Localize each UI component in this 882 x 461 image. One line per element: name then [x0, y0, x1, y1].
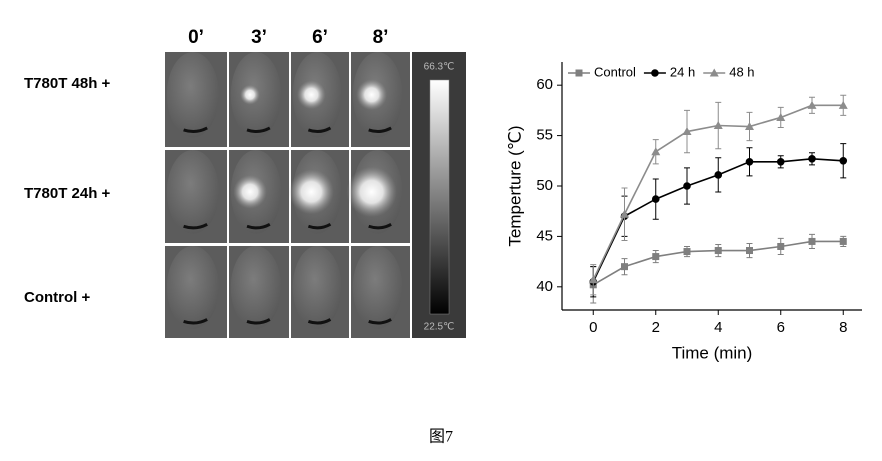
mouse-tail [183, 126, 208, 133]
hot-spot [233, 175, 267, 209]
hot-spot [356, 79, 388, 111]
mouse-tail [307, 222, 332, 230]
marker [808, 154, 816, 163]
hot-spot [288, 169, 334, 215]
legend-label: 48 h [729, 64, 754, 79]
mouse-body [352, 246, 403, 329]
mouse-body [166, 52, 219, 138]
column-header: 8’ [373, 27, 389, 48]
marker [745, 158, 754, 166]
mouse-tail [246, 222, 271, 230]
marker [776, 158, 785, 166]
y-tick-label: 60 [536, 76, 553, 93]
marker [838, 100, 848, 109]
row-label: Control + [24, 289, 90, 306]
marker [709, 68, 719, 77]
hot-spot [240, 84, 260, 105]
mouse-body [292, 246, 342, 329]
column-header: 6’ [312, 27, 328, 48]
marker [682, 127, 692, 136]
marker [588, 275, 598, 284]
marker [683, 248, 691, 256]
line-chart: 40 45 50 55 60 0 2 4 6 8 Time (min) Temperture (℃) C… [505, 62, 862, 362]
colorbar-min: 22.5℃ [424, 322, 455, 333]
mouse-tail [368, 222, 392, 230]
row-label: T780T 48h + [24, 75, 111, 92]
mouse-tail [246, 126, 271, 133]
y-tick-label: 40 [536, 278, 553, 295]
column-header: 0’ [188, 27, 204, 48]
marker [745, 122, 754, 131]
marker [776, 112, 786, 121]
y-axis-label: Temperture (℃) [505, 125, 524, 246]
x-axis-label: Time (min) [672, 343, 753, 362]
marker [713, 121, 723, 130]
mouse-tail [183, 318, 208, 325]
caption: 图7 [429, 429, 453, 446]
mouse-tail [183, 222, 208, 230]
marker [714, 247, 722, 255]
marker [651, 69, 659, 77]
marker [575, 69, 583, 77]
hot-spot [346, 166, 397, 218]
mouse-body [166, 246, 219, 329]
x-tick-label: 0 [589, 319, 597, 336]
x-tick-label: 4 [714, 319, 722, 336]
y-tick-label: 45 [536, 227, 553, 244]
y-tick-label: 50 [536, 177, 553, 194]
marker [651, 147, 661, 156]
marker [714, 171, 723, 179]
thermal-panel [165, 52, 410, 338]
mouse-body [230, 246, 282, 329]
marker [777, 242, 785, 250]
y-tick-label: 55 [536, 127, 553, 144]
marker [839, 156, 848, 165]
marker [652, 253, 660, 261]
marker [621, 263, 628, 271]
mouse-tail [368, 126, 392, 133]
x-tick-label: 2 [652, 319, 660, 336]
colorbar [429, 79, 450, 315]
marker [746, 247, 753, 255]
legend-label: 24 h [670, 64, 695, 79]
marker [807, 100, 817, 109]
x-tick-label: 8 [839, 319, 847, 336]
row-label: T780T 24h + [24, 185, 111, 202]
x-tick-label: 6 [777, 319, 785, 336]
colorbar-max: 66.3℃ [424, 62, 455, 73]
marker [620, 209, 629, 218]
mouse-tail [246, 318, 271, 325]
marker [808, 237, 816, 245]
column-header: 3’ [251, 27, 267, 48]
marker [651, 195, 660, 203]
mouse-tail [307, 318, 332, 325]
hot-spot [297, 80, 326, 110]
mouse-tail [307, 126, 332, 133]
legend-label: Control [594, 64, 636, 79]
marker [839, 237, 847, 245]
mouse-body [166, 150, 219, 234]
mouse-tail [368, 318, 392, 325]
marker [683, 182, 691, 190]
